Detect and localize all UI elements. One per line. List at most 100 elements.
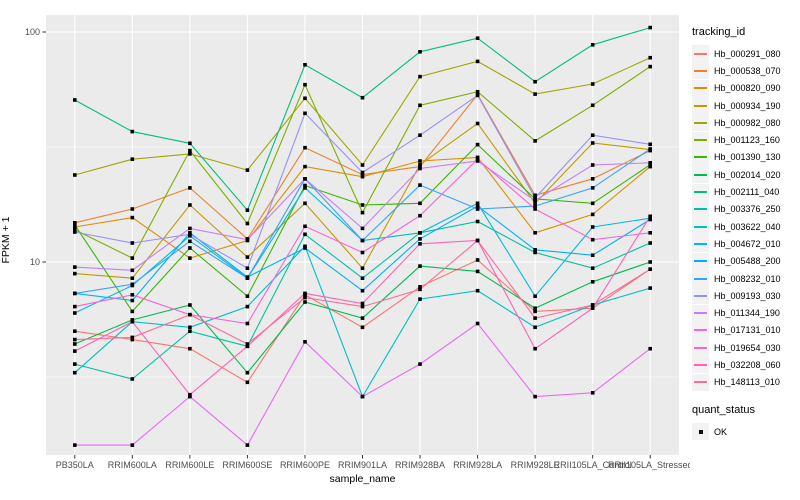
data-point-marker xyxy=(73,265,77,269)
legend-item-label: Hb_000982_080 xyxy=(714,117,781,128)
data-point-marker xyxy=(303,63,307,67)
data-point-marker xyxy=(533,346,537,351)
legend-item: Hb_017131_010 xyxy=(692,321,798,339)
data-point-marker xyxy=(303,145,307,150)
legend-item-label: OK xyxy=(714,426,728,437)
x-tick-label: RRII105LA_Stressed xyxy=(608,460,690,470)
data-point-marker xyxy=(245,344,250,349)
data-point-marker xyxy=(130,335,135,340)
data-point-marker xyxy=(188,239,192,244)
legend-item: Hb_001123_160 xyxy=(692,131,798,149)
data-point-marker xyxy=(245,321,250,326)
data-point-marker xyxy=(73,173,77,177)
data-point-marker xyxy=(475,89,480,94)
data-point-marker xyxy=(188,325,192,330)
x-tick-label: RRIM928LA xyxy=(453,460,502,470)
data-point-marker xyxy=(475,269,480,274)
data-point-marker xyxy=(418,231,422,235)
data-point-marker xyxy=(360,172,365,177)
legend-item-label: Hb_017131_010 xyxy=(714,325,781,336)
data-point-marker xyxy=(418,183,422,187)
data-point-marker xyxy=(648,64,652,69)
data-point-marker xyxy=(533,79,537,84)
data-point-marker xyxy=(73,304,77,309)
legend-item: Hb_002111_040 xyxy=(692,183,798,201)
legend-key-icon xyxy=(692,62,709,80)
data-point-marker xyxy=(130,256,135,260)
data-point-marker xyxy=(245,380,250,385)
data-point-marker xyxy=(648,161,652,165)
legend-item-label: Hb_019654_030 xyxy=(714,342,781,353)
data-point-marker xyxy=(73,291,77,296)
data-point-marker xyxy=(245,255,250,259)
data-point-marker xyxy=(648,286,652,290)
data-point-marker xyxy=(303,164,307,169)
data-point-marker xyxy=(188,329,192,333)
legend-item-label: Hb_001123_160 xyxy=(714,135,780,146)
legend-item-label: Hb_009193_030 xyxy=(714,290,781,301)
data-point-marker xyxy=(360,325,365,330)
data-point-marker xyxy=(475,204,480,208)
data-point-marker xyxy=(590,82,595,86)
legend-key-icon xyxy=(692,287,709,305)
legend-item-label: Hb_011344_190 xyxy=(714,308,780,319)
data-point-marker xyxy=(303,111,307,116)
data-point-marker xyxy=(590,303,595,307)
data-point-marker xyxy=(73,221,77,225)
legend-item-label: Hb_002014_020 xyxy=(714,169,781,180)
data-point-marker xyxy=(188,226,192,231)
y-tick-label: 100 xyxy=(25,27,40,37)
data-point-marker xyxy=(475,93,480,98)
data-point-marker xyxy=(245,221,250,226)
data-point-marker xyxy=(418,213,422,218)
data-point-marker xyxy=(418,162,422,167)
legend-key-icon xyxy=(692,304,709,322)
legend-title-quant-status: quant_status xyxy=(692,403,755,416)
data-point-marker xyxy=(533,231,537,235)
data-point-marker xyxy=(475,142,480,147)
data-point-marker xyxy=(360,288,365,293)
data-point-marker xyxy=(360,203,365,207)
data-point-marker xyxy=(188,203,192,207)
data-point-marker xyxy=(188,232,192,237)
legend-item-label: Hb_000291_080 xyxy=(714,48,781,59)
y-tick-label: 10 xyxy=(30,257,40,267)
data-point-marker xyxy=(648,217,652,222)
legend-item-label: Hb_004672_010 xyxy=(714,238,781,249)
data-point-marker xyxy=(360,394,365,399)
data-point-marker xyxy=(475,157,480,161)
legend-item: Hb_002014_020 xyxy=(692,166,798,184)
legend-item: Hb_001390_130 xyxy=(692,148,798,166)
data-point-marker xyxy=(188,394,192,399)
data-point-marker xyxy=(188,312,192,317)
data-point-marker xyxy=(590,212,595,217)
data-point-marker xyxy=(303,201,307,206)
data-point-marker xyxy=(648,260,652,264)
legend-item: Hb_032208_060 xyxy=(692,356,798,374)
legend-title-tracking-id: tracking_id xyxy=(692,26,746,38)
legend-key-icon xyxy=(692,252,709,270)
data-point-marker xyxy=(130,337,135,342)
legend-quant-status: quant_status OK xyxy=(692,403,798,441)
data-point-marker xyxy=(590,306,595,310)
data-point-marker xyxy=(73,329,77,333)
data-point-marker xyxy=(648,231,652,235)
legend-item-label: Hb_000934_190 xyxy=(714,100,781,111)
data-point-marker xyxy=(360,210,365,215)
legend-item: Hb_003622_040 xyxy=(692,218,798,236)
data-point-marker xyxy=(475,201,480,206)
legend-key-icon xyxy=(692,235,709,253)
legend-item-label: Hb_005488_200 xyxy=(714,256,781,267)
data-point-marker xyxy=(590,103,595,108)
data-point-marker xyxy=(303,232,307,237)
data-point-marker xyxy=(418,166,422,171)
data-point-marker xyxy=(303,96,307,101)
data-point-marker xyxy=(648,267,652,271)
data-point-marker xyxy=(648,241,652,245)
data-point-marker xyxy=(188,346,192,351)
legend-item: Hb_148113_010 xyxy=(692,373,798,391)
data-point-marker xyxy=(533,196,537,200)
x-tick-label: RRII105LA_Control xyxy=(554,460,632,470)
data-point-marker xyxy=(360,250,365,255)
